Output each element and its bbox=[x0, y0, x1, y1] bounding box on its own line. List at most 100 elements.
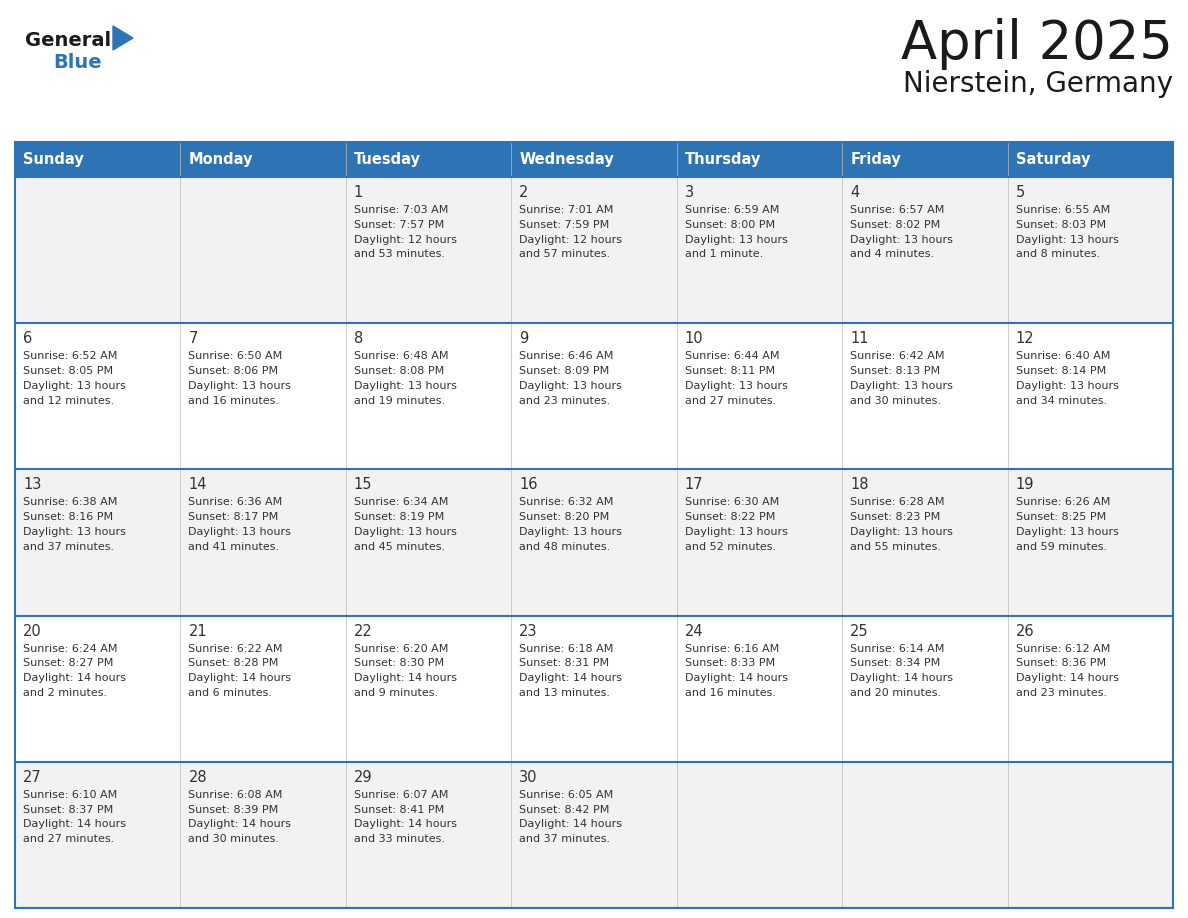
Bar bbox=[511, 142, 677, 177]
Bar bbox=[842, 323, 1007, 469]
Bar bbox=[181, 469, 346, 616]
Bar bbox=[842, 616, 1007, 762]
Text: 14: 14 bbox=[189, 477, 207, 492]
Text: Sunrise: 6:14 AM
Sunset: 8:34 PM
Daylight: 14 hours
and 20 minutes.: Sunrise: 6:14 AM Sunset: 8:34 PM Dayligh… bbox=[851, 644, 953, 698]
Bar bbox=[181, 616, 346, 762]
Polygon shape bbox=[113, 26, 133, 50]
Bar bbox=[15, 142, 181, 177]
Bar bbox=[842, 177, 1007, 323]
Bar bbox=[15, 142, 1173, 908]
Text: Wednesday: Wednesday bbox=[519, 152, 614, 167]
Text: 2: 2 bbox=[519, 185, 529, 200]
Bar bbox=[677, 616, 842, 762]
Bar bbox=[1007, 177, 1173, 323]
Bar bbox=[511, 177, 677, 323]
Bar bbox=[346, 762, 511, 908]
Bar bbox=[181, 762, 346, 908]
Bar bbox=[1007, 142, 1173, 177]
Text: 15: 15 bbox=[354, 477, 372, 492]
Text: Sunrise: 6:34 AM
Sunset: 8:19 PM
Daylight: 13 hours
and 45 minutes.: Sunrise: 6:34 AM Sunset: 8:19 PM Dayligh… bbox=[354, 498, 456, 552]
Text: April 2025: April 2025 bbox=[902, 18, 1173, 70]
Text: Sunrise: 6:10 AM
Sunset: 8:37 PM
Daylight: 14 hours
and 27 minutes.: Sunrise: 6:10 AM Sunset: 8:37 PM Dayligh… bbox=[23, 789, 126, 845]
Bar bbox=[15, 762, 181, 908]
Bar bbox=[677, 323, 842, 469]
Text: 20: 20 bbox=[23, 623, 42, 639]
Text: 18: 18 bbox=[851, 477, 868, 492]
Text: Thursday: Thursday bbox=[684, 152, 762, 167]
Bar bbox=[511, 469, 677, 616]
Text: Sunrise: 6:20 AM
Sunset: 8:30 PM
Daylight: 14 hours
and 9 minutes.: Sunrise: 6:20 AM Sunset: 8:30 PM Dayligh… bbox=[354, 644, 457, 698]
Text: Monday: Monday bbox=[189, 152, 253, 167]
Text: 24: 24 bbox=[684, 623, 703, 639]
Text: 7: 7 bbox=[189, 331, 198, 346]
Text: Sunrise: 7:01 AM
Sunset: 7:59 PM
Daylight: 12 hours
and 57 minutes.: Sunrise: 7:01 AM Sunset: 7:59 PM Dayligh… bbox=[519, 205, 623, 260]
Bar bbox=[346, 469, 511, 616]
Text: 10: 10 bbox=[684, 331, 703, 346]
Text: 1: 1 bbox=[354, 185, 364, 200]
Text: Sunrise: 6:12 AM
Sunset: 8:36 PM
Daylight: 14 hours
and 23 minutes.: Sunrise: 6:12 AM Sunset: 8:36 PM Dayligh… bbox=[1016, 644, 1119, 698]
Bar bbox=[346, 323, 511, 469]
Text: Sunrise: 6:28 AM
Sunset: 8:23 PM
Daylight: 13 hours
and 55 minutes.: Sunrise: 6:28 AM Sunset: 8:23 PM Dayligh… bbox=[851, 498, 953, 552]
Text: Sunday: Sunday bbox=[23, 152, 83, 167]
Text: 19: 19 bbox=[1016, 477, 1034, 492]
Text: 11: 11 bbox=[851, 331, 868, 346]
Bar bbox=[346, 177, 511, 323]
Text: 30: 30 bbox=[519, 770, 538, 785]
Text: Sunrise: 6:32 AM
Sunset: 8:20 PM
Daylight: 13 hours
and 48 minutes.: Sunrise: 6:32 AM Sunset: 8:20 PM Dayligh… bbox=[519, 498, 623, 552]
Text: 9: 9 bbox=[519, 331, 529, 346]
Text: 23: 23 bbox=[519, 623, 538, 639]
Text: Sunrise: 6:08 AM
Sunset: 8:39 PM
Daylight: 14 hours
and 30 minutes.: Sunrise: 6:08 AM Sunset: 8:39 PM Dayligh… bbox=[189, 789, 291, 845]
Bar bbox=[511, 616, 677, 762]
Bar bbox=[677, 177, 842, 323]
Text: Sunrise: 6:05 AM
Sunset: 8:42 PM
Daylight: 14 hours
and 37 minutes.: Sunrise: 6:05 AM Sunset: 8:42 PM Dayligh… bbox=[519, 789, 623, 845]
Text: 5: 5 bbox=[1016, 185, 1025, 200]
Text: Sunrise: 6:42 AM
Sunset: 8:13 PM
Daylight: 13 hours
and 30 minutes.: Sunrise: 6:42 AM Sunset: 8:13 PM Dayligh… bbox=[851, 352, 953, 406]
Text: Sunrise: 6:07 AM
Sunset: 8:41 PM
Daylight: 14 hours
and 33 minutes.: Sunrise: 6:07 AM Sunset: 8:41 PM Dayligh… bbox=[354, 789, 457, 845]
Text: 27: 27 bbox=[23, 770, 42, 785]
Bar bbox=[1007, 323, 1173, 469]
Text: Sunrise: 6:48 AM
Sunset: 8:08 PM
Daylight: 13 hours
and 19 minutes.: Sunrise: 6:48 AM Sunset: 8:08 PM Dayligh… bbox=[354, 352, 456, 406]
Text: 3: 3 bbox=[684, 185, 694, 200]
Bar bbox=[677, 762, 842, 908]
Bar bbox=[15, 323, 181, 469]
Text: Sunrise: 6:57 AM
Sunset: 8:02 PM
Daylight: 13 hours
and 4 minutes.: Sunrise: 6:57 AM Sunset: 8:02 PM Dayligh… bbox=[851, 205, 953, 260]
Bar bbox=[1007, 469, 1173, 616]
Bar bbox=[181, 323, 346, 469]
Text: Sunrise: 6:55 AM
Sunset: 8:03 PM
Daylight: 13 hours
and 8 minutes.: Sunrise: 6:55 AM Sunset: 8:03 PM Dayligh… bbox=[1016, 205, 1118, 260]
Text: Sunrise: 6:59 AM
Sunset: 8:00 PM
Daylight: 13 hours
and 1 minute.: Sunrise: 6:59 AM Sunset: 8:00 PM Dayligh… bbox=[684, 205, 788, 260]
Bar bbox=[346, 142, 511, 177]
Text: Sunrise: 6:46 AM
Sunset: 8:09 PM
Daylight: 13 hours
and 23 minutes.: Sunrise: 6:46 AM Sunset: 8:09 PM Dayligh… bbox=[519, 352, 623, 406]
Text: 6: 6 bbox=[23, 331, 32, 346]
Text: 8: 8 bbox=[354, 331, 364, 346]
Bar bbox=[181, 177, 346, 323]
Text: Sunrise: 6:36 AM
Sunset: 8:17 PM
Daylight: 13 hours
and 41 minutes.: Sunrise: 6:36 AM Sunset: 8:17 PM Dayligh… bbox=[189, 498, 291, 552]
Text: 26: 26 bbox=[1016, 623, 1035, 639]
Bar bbox=[511, 323, 677, 469]
Bar bbox=[677, 142, 842, 177]
Bar bbox=[842, 469, 1007, 616]
Bar bbox=[1007, 616, 1173, 762]
Text: 17: 17 bbox=[684, 477, 703, 492]
Text: 13: 13 bbox=[23, 477, 42, 492]
Text: Sunrise: 6:44 AM
Sunset: 8:11 PM
Daylight: 13 hours
and 27 minutes.: Sunrise: 6:44 AM Sunset: 8:11 PM Dayligh… bbox=[684, 352, 788, 406]
Text: 16: 16 bbox=[519, 477, 538, 492]
Text: Sunrise: 6:38 AM
Sunset: 8:16 PM
Daylight: 13 hours
and 37 minutes.: Sunrise: 6:38 AM Sunset: 8:16 PM Dayligh… bbox=[23, 498, 126, 552]
Text: Nierstein, Germany: Nierstein, Germany bbox=[903, 70, 1173, 98]
Text: Sunrise: 7:03 AM
Sunset: 7:57 PM
Daylight: 12 hours
and 53 minutes.: Sunrise: 7:03 AM Sunset: 7:57 PM Dayligh… bbox=[354, 205, 457, 260]
Text: Sunrise: 6:40 AM
Sunset: 8:14 PM
Daylight: 13 hours
and 34 minutes.: Sunrise: 6:40 AM Sunset: 8:14 PM Dayligh… bbox=[1016, 352, 1118, 406]
Text: Blue: Blue bbox=[53, 53, 102, 72]
Bar bbox=[1007, 762, 1173, 908]
Text: Sunrise: 6:24 AM
Sunset: 8:27 PM
Daylight: 14 hours
and 2 minutes.: Sunrise: 6:24 AM Sunset: 8:27 PM Dayligh… bbox=[23, 644, 126, 698]
Bar bbox=[15, 469, 181, 616]
Text: Sunrise: 6:50 AM
Sunset: 8:06 PM
Daylight: 13 hours
and 16 minutes.: Sunrise: 6:50 AM Sunset: 8:06 PM Dayligh… bbox=[189, 352, 291, 406]
Bar bbox=[842, 762, 1007, 908]
Text: 12: 12 bbox=[1016, 331, 1035, 346]
Text: Sunrise: 6:22 AM
Sunset: 8:28 PM
Daylight: 14 hours
and 6 minutes.: Sunrise: 6:22 AM Sunset: 8:28 PM Dayligh… bbox=[189, 644, 291, 698]
Text: 4: 4 bbox=[851, 185, 859, 200]
Bar bbox=[181, 142, 346, 177]
Text: General: General bbox=[25, 31, 112, 50]
Text: Sunrise: 6:16 AM
Sunset: 8:33 PM
Daylight: 14 hours
and 16 minutes.: Sunrise: 6:16 AM Sunset: 8:33 PM Dayligh… bbox=[684, 644, 788, 698]
Text: Sunrise: 6:52 AM
Sunset: 8:05 PM
Daylight: 13 hours
and 12 minutes.: Sunrise: 6:52 AM Sunset: 8:05 PM Dayligh… bbox=[23, 352, 126, 406]
Text: Sunrise: 6:18 AM
Sunset: 8:31 PM
Daylight: 14 hours
and 13 minutes.: Sunrise: 6:18 AM Sunset: 8:31 PM Dayligh… bbox=[519, 644, 623, 698]
Bar bbox=[677, 469, 842, 616]
